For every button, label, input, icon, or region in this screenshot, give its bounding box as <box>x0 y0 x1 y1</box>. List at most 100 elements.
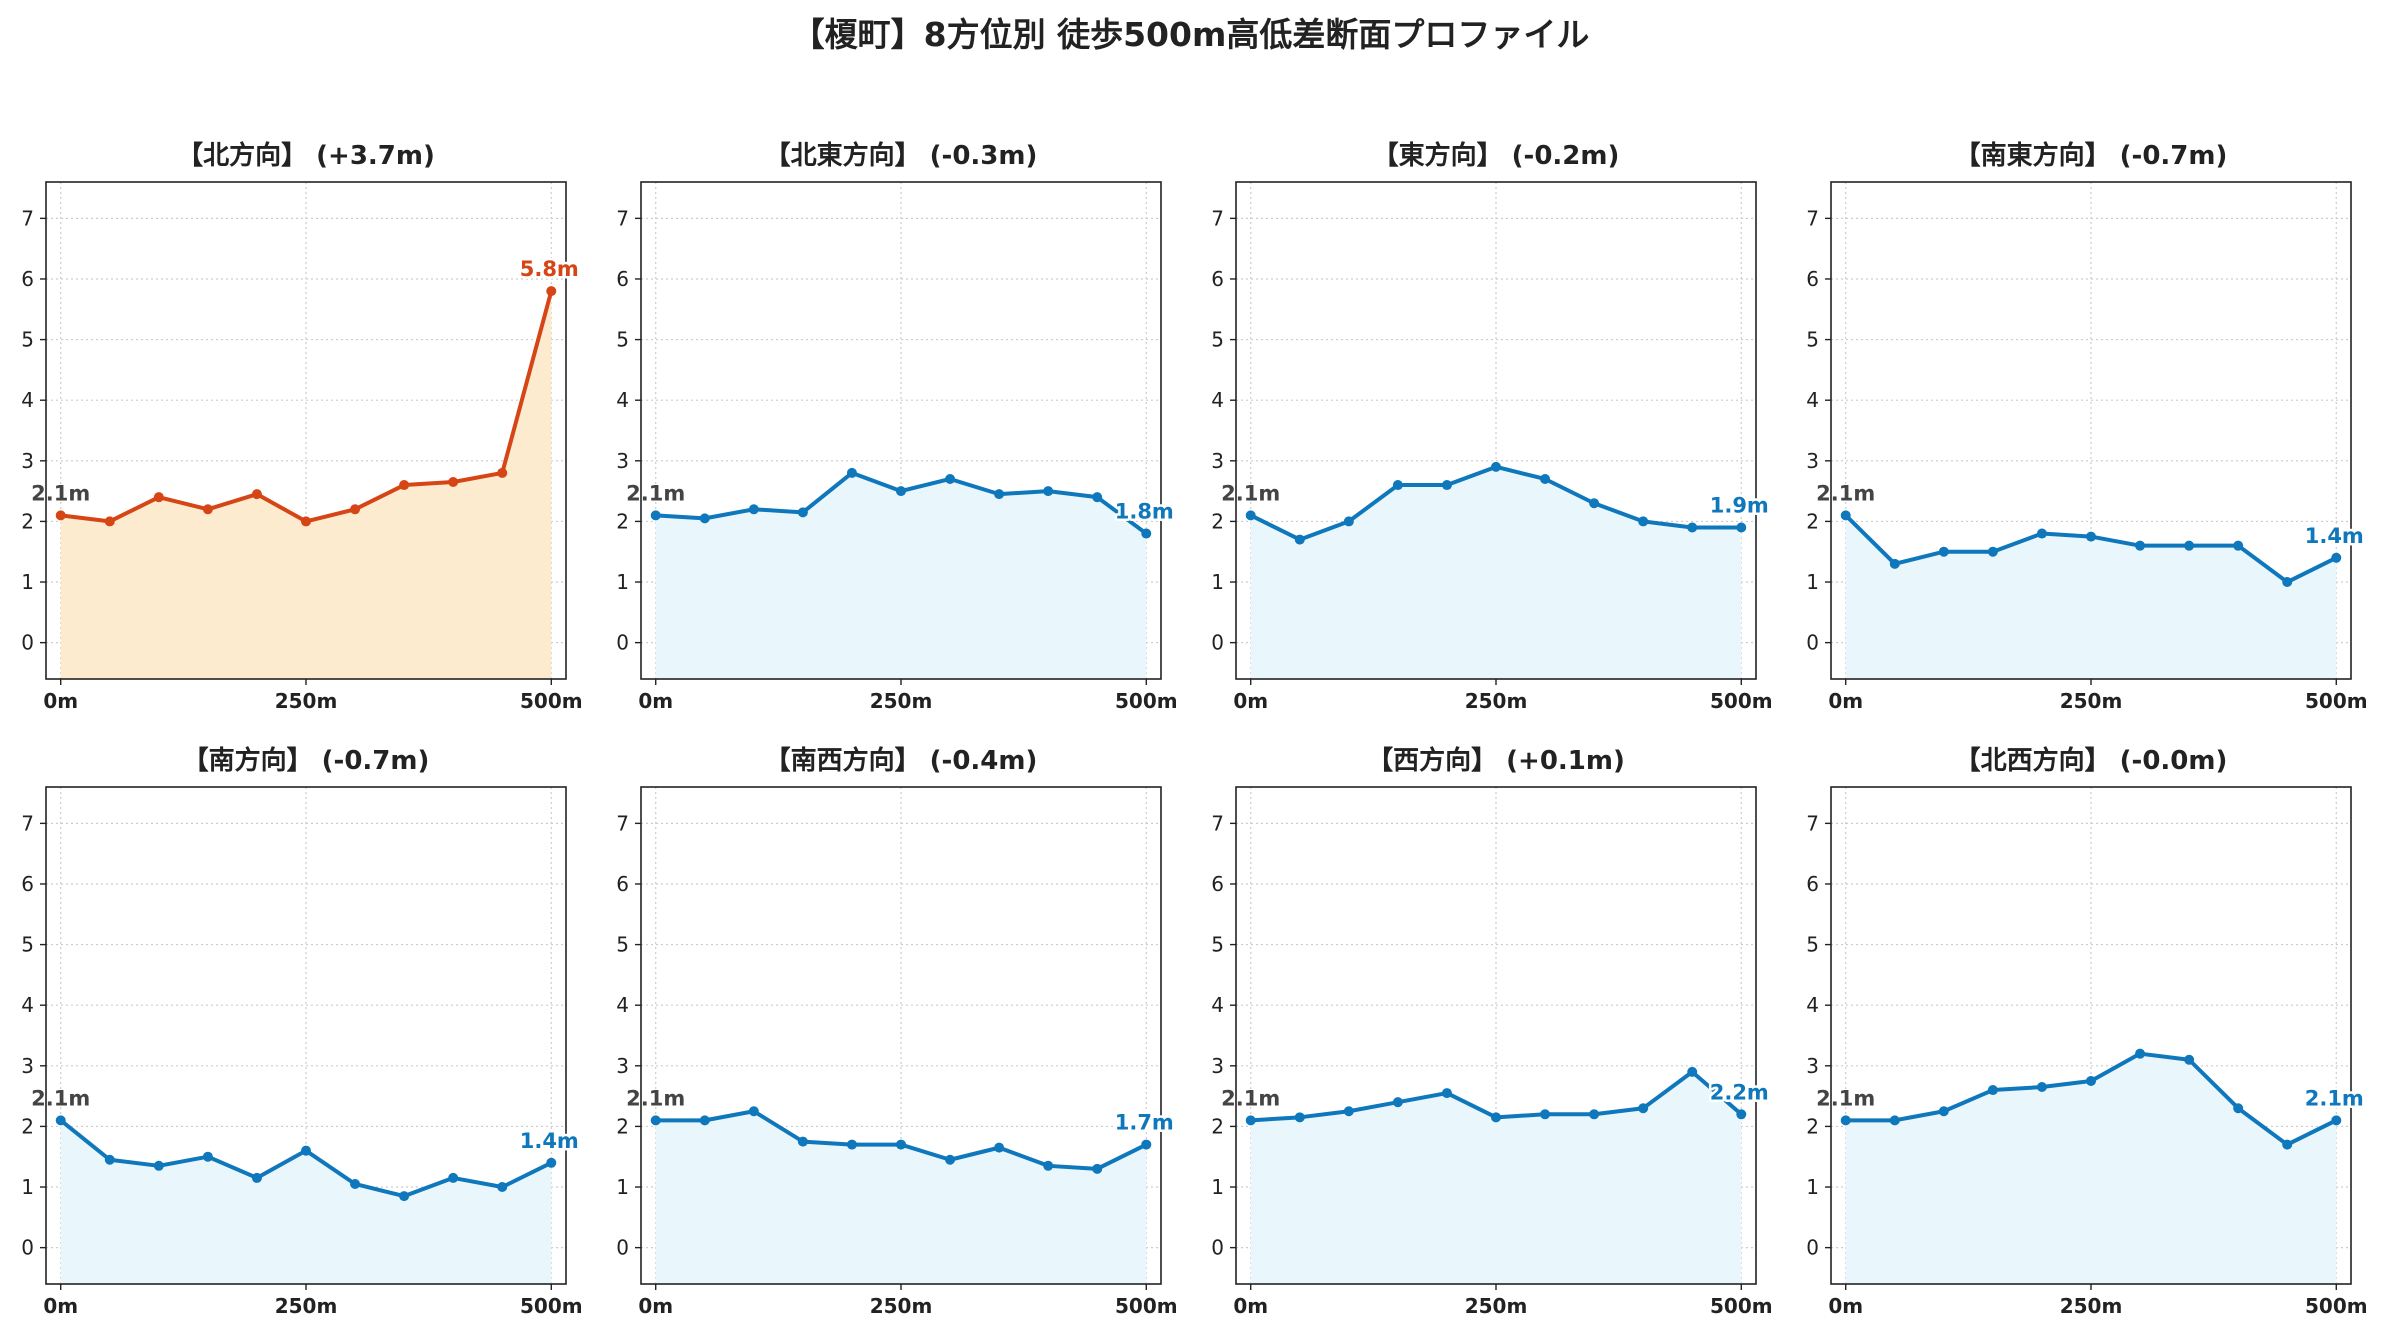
data-point <box>1092 492 1103 503</box>
profile-area <box>1845 515 2337 679</box>
panel-south: 【南方向】 (-0.7m) 0 1 2 3 4 5 6 7 0m 250m 500m 2.1m 1.4m <box>15 735 610 1318</box>
y-tick-label: 0 <box>616 1236 629 1260</box>
data-point <box>1736 1109 1747 1120</box>
data-point <box>1092 1163 1103 1174</box>
panel-north: 【北方向】 (+3.7m) 0 1 2 3 4 5 6 7 0m 250m 500m 2.1m 5.8m <box>15 130 610 713</box>
data-point <box>448 1172 459 1183</box>
data-point <box>2282 577 2293 588</box>
profile-chart: 【北方向】 (+3.7m) 0 1 2 3 4 5 6 7 0m 250m 500m 2.1m 5.8m <box>21 140 582 713</box>
x-tick-label: 250m <box>870 1294 933 1318</box>
data-point <box>2184 540 2195 551</box>
end-value-label: 1.8m <box>1115 500 1174 524</box>
y-tick-label: 7 <box>21 206 34 230</box>
data-point <box>104 1154 115 1165</box>
y-tick-label: 0 <box>1211 1236 1224 1260</box>
data-point <box>748 504 759 515</box>
start-value-label: 2.1m <box>31 1086 90 1110</box>
y-tick-label: 3 <box>616 449 629 473</box>
y-tick-label: 6 <box>1211 267 1224 291</box>
start-value-label: 2.1m <box>626 481 685 505</box>
y-tick-label: 5 <box>1806 933 1819 957</box>
data-point <box>251 1172 262 1183</box>
y-tick-label: 4 <box>1211 993 1224 1017</box>
y-tick-label: 0 <box>1211 631 1224 655</box>
y-tick-label: 1 <box>616 1175 629 1199</box>
panel-southwest: 【南西方向】 (-0.4m) 0 1 2 3 4 5 6 7 0m 250m 500m 2.1m 1.7m <box>610 735 1205 1318</box>
data-point <box>797 1136 808 1147</box>
data-point <box>1938 1106 1949 1117</box>
profile-chart: 【西方向】 (+0.1m) 0 1 2 3 4 5 6 7 0m 250m 500m 2.1m 2.2m <box>1211 745 1772 1318</box>
end-value-label: 2.1m <box>2305 1086 2364 1110</box>
x-tick-label: 0m <box>1233 689 1268 713</box>
data-point <box>153 1160 164 1171</box>
profile-chart: 【東方向】 (-0.2m) 0 1 2 3 4 5 6 7 0m 250m 500m 2.1m 1.9m <box>1211 140 1773 713</box>
data-point <box>846 467 857 478</box>
y-tick-label: 2 <box>21 1114 34 1138</box>
data-point <box>797 507 808 518</box>
y-tick-label: 0 <box>616 631 629 655</box>
y-tick-label: 1 <box>1211 1175 1224 1199</box>
data-point <box>1840 510 1851 521</box>
end-value-label: 5.8m <box>520 257 579 281</box>
y-tick-label: 2 <box>21 509 34 533</box>
y-tick-label: 6 <box>1806 872 1819 896</box>
end-value-label: 1.4m <box>520 1129 579 1153</box>
x-tick-label: 0m <box>43 689 78 713</box>
data-point <box>2036 1082 2047 1093</box>
panel-east: 【東方向】 (-0.2m) 0 1 2 3 4 5 6 7 0m 250m 500m 2.1m 1.9m <box>1205 130 1800 713</box>
data-point <box>699 513 710 524</box>
panel-title: 【南西方向】 (-0.4m) <box>765 745 1038 776</box>
y-tick-label: 7 <box>616 811 629 835</box>
data-point <box>301 516 311 527</box>
data-point <box>748 1106 759 1117</box>
data-point <box>1245 1115 1256 1126</box>
data-point <box>399 1191 410 1202</box>
end-value-label: 1.7m <box>1115 1111 1174 1135</box>
data-point <box>2086 531 2096 542</box>
panel-northeast: 【北東方向】 (-0.3m) 0 1 2 3 4 5 6 7 0m 250m 500m 2.1m 1.8m <box>610 130 1205 713</box>
data-point <box>2184 1054 2195 1065</box>
y-tick-label: 4 <box>21 993 34 1017</box>
data-point <box>994 489 1005 500</box>
data-point <box>55 510 66 521</box>
data-point <box>1687 1066 1698 1077</box>
data-point <box>945 473 956 484</box>
data-point <box>1245 510 1256 521</box>
profile-chart: 【南西方向】 (-0.4m) 0 1 2 3 4 5 6 7 0m 250m 500m 2.1m 1.7m <box>616 745 1177 1318</box>
data-point <box>1294 1112 1305 1123</box>
data-point <box>2233 540 2244 551</box>
x-tick-label: 250m <box>275 1294 338 1318</box>
x-tick-label: 0m <box>43 1294 78 1318</box>
y-tick-label: 6 <box>1211 872 1224 896</box>
profile-area <box>655 472 1147 679</box>
y-tick-label: 2 <box>1806 1114 1819 1138</box>
data-point <box>945 1154 956 1165</box>
profile-area <box>60 291 552 679</box>
data-point <box>1638 1103 1649 1114</box>
y-tick-label: 6 <box>1806 267 1819 291</box>
y-tick-label: 1 <box>1211 570 1224 594</box>
y-tick-label: 0 <box>1806 1236 1819 1260</box>
y-tick-label: 3 <box>21 1054 34 1078</box>
y-tick-label: 3 <box>1806 449 1819 473</box>
y-tick-label: 6 <box>21 872 34 896</box>
data-point <box>1043 486 1054 497</box>
data-point <box>1540 1109 1551 1120</box>
x-tick-label: 0m <box>638 689 673 713</box>
profile-chart: 【北西方向】 (-0.0m) 0 1 2 3 4 5 6 7 0m 250m 500m 2.1m 2.1m <box>1806 745 2368 1318</box>
end-value-label: 1.4m <box>2305 524 2364 548</box>
y-tick-label: 3 <box>21 449 34 473</box>
x-tick-label: 250m <box>275 689 338 713</box>
profile-chart: 【北東方向】 (-0.3m) 0 1 2 3 4 5 6 7 0m 250m 500m 2.1m 1.8m <box>616 140 1177 713</box>
data-point <box>497 1182 508 1193</box>
x-tick-label: 500m <box>1710 689 1773 713</box>
x-tick-label: 500m <box>520 1294 583 1318</box>
x-tick-label: 250m <box>1465 1294 1528 1318</box>
data-point <box>55 1115 66 1126</box>
y-tick-label: 2 <box>1211 509 1224 533</box>
x-tick-label: 500m <box>2305 1294 2368 1318</box>
y-tick-label: 4 <box>1806 993 1819 1017</box>
data-point <box>1840 1115 1851 1126</box>
y-tick-label: 1 <box>616 570 629 594</box>
data-point <box>1343 516 1354 527</box>
